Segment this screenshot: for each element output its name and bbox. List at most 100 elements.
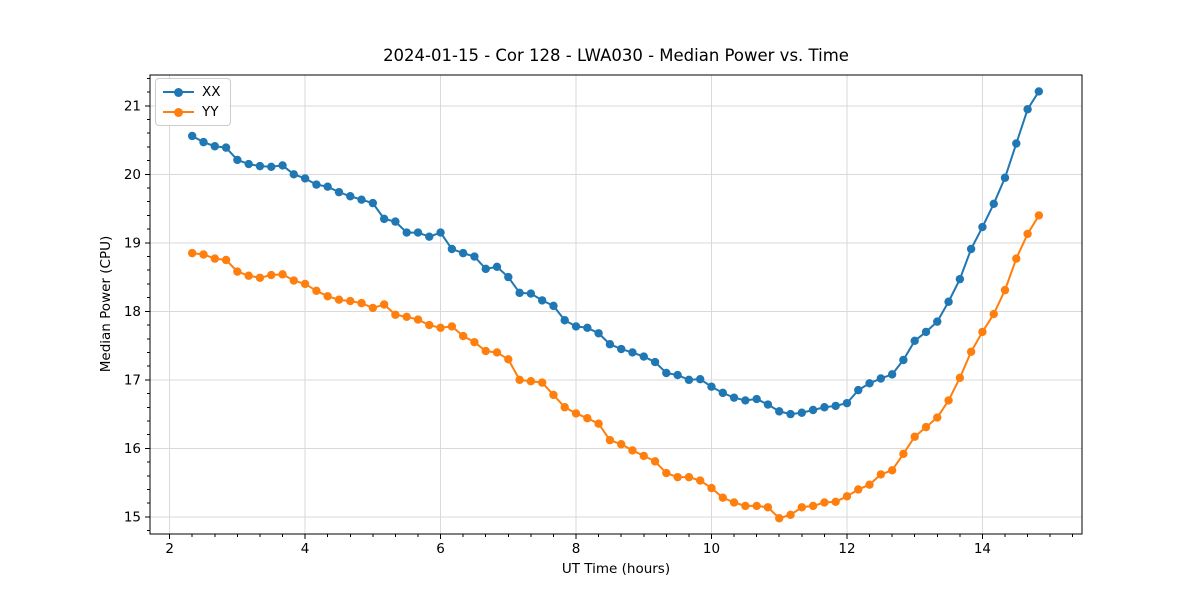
series-point-xx (887, 370, 897, 379)
series-point-xx (470, 252, 479, 261)
x-tick-label: 2 (165, 541, 174, 557)
series-point-yy (537, 378, 547, 387)
series-point-yy (921, 422, 931, 432)
series-point-xx (379, 214, 389, 224)
series-point-yy (1023, 229, 1032, 239)
series-point-yy (842, 492, 852, 501)
x-tick-label: 8 (572, 541, 581, 557)
series-point-xx (368, 198, 378, 208)
series-point-xx (865, 379, 874, 388)
series-point-xx (639, 352, 648, 361)
series-point-xx (571, 322, 581, 331)
series-point-yy (515, 375, 524, 385)
series-point-yy (447, 322, 457, 331)
series-point-yy (425, 320, 434, 330)
legend-item-xx: XX (163, 84, 221, 100)
y-tick-label: 21 (124, 98, 141, 114)
series-point-xx (921, 327, 931, 337)
series-point-yy (413, 315, 423, 324)
series-point-xx (707, 382, 716, 391)
series-point-yy (504, 355, 513, 364)
series-point-yy (899, 449, 908, 459)
series-point-xx (775, 407, 784, 416)
series-point-xx (594, 329, 603, 338)
series-point-xx (944, 297, 953, 306)
series-point-xx (650, 357, 660, 367)
series-point-xx (989, 199, 998, 208)
series-point-yy (876, 470, 886, 479)
series-point-yy (639, 451, 648, 461)
x-tick-label: 4 (301, 541, 310, 557)
series-point-xx (492, 262, 502, 272)
series-point-yy (334, 295, 344, 304)
series-point-yy (278, 270, 287, 279)
series-point-yy (662, 468, 671, 478)
series-point-yy (199, 250, 208, 259)
series-point-yy (210, 254, 220, 263)
series-point-yy (492, 348, 502, 357)
series-point-yy (594, 419, 603, 428)
series-point-yy (1034, 211, 1044, 220)
series-point-yy (944, 396, 953, 405)
series-point-yy (910, 432, 919, 441)
x-tick-label: 12 (838, 541, 855, 557)
series-point-xx (673, 370, 682, 380)
series-point-xx (752, 394, 761, 404)
series-point-yy (684, 472, 694, 482)
x-tick-label: 14 (974, 541, 991, 557)
series-point-xx (966, 244, 976, 254)
series-point-xx (436, 228, 445, 237)
series-point-yy (221, 255, 231, 265)
legend-marker-icon (174, 87, 183, 97)
series-point-xx (820, 403, 829, 412)
series-point-xx (1034, 87, 1044, 96)
series-point-yy (797, 503, 806, 512)
series-point-yy (391, 310, 400, 319)
series-point-xx (628, 348, 637, 357)
series-point-yy (820, 498, 829, 507)
series-point-xx (741, 396, 750, 405)
series-point-xx (300, 174, 310, 183)
series-point-yy (741, 501, 750, 511)
series-point-yy (808, 501, 818, 511)
series-point-xx (729, 393, 739, 402)
series-point-yy (379, 300, 389, 309)
series-point-yy (267, 270, 276, 280)
series-point-yy (312, 286, 321, 295)
series-point-xx (718, 388, 728, 398)
series-point-xx (244, 159, 253, 169)
legend-label-yy: YY (202, 104, 219, 120)
legend-sample-xx (163, 87, 194, 97)
series-point-xx (391, 217, 400, 226)
series-line-xx (191, 90, 1040, 416)
series-point-yy (526, 377, 536, 386)
series-point-xx (537, 296, 547, 305)
series-point-yy (346, 296, 355, 306)
series-point-xx (210, 142, 220, 151)
series-point-xx (617, 344, 626, 354)
series-point-xx (684, 375, 694, 385)
series-point-yy (955, 373, 965, 383)
series-point-xx (605, 340, 615, 349)
series-point-xx (289, 170, 298, 179)
series-line-yy (191, 214, 1040, 520)
series-point-xx (425, 232, 434, 241)
series-point-yy (966, 347, 976, 356)
series-point-yy (763, 503, 773, 512)
x-tick-label: 6 (436, 541, 445, 557)
series-point-xx (481, 264, 490, 274)
series-point-yy (854, 485, 863, 494)
series-point-xx (312, 180, 321, 189)
series-point-yy (617, 440, 626, 449)
series-point-xx (187, 131, 197, 141)
series-point-xx (854, 385, 863, 395)
series-point-xx (955, 274, 965, 284)
series-point-xx (413, 228, 423, 237)
y-tick-label: 15 (124, 509, 141, 525)
series-point-xx (978, 222, 987, 232)
series-point-yy (628, 446, 637, 455)
series-point-xx (1012, 139, 1021, 148)
y-tick-label: 20 (124, 167, 141, 183)
